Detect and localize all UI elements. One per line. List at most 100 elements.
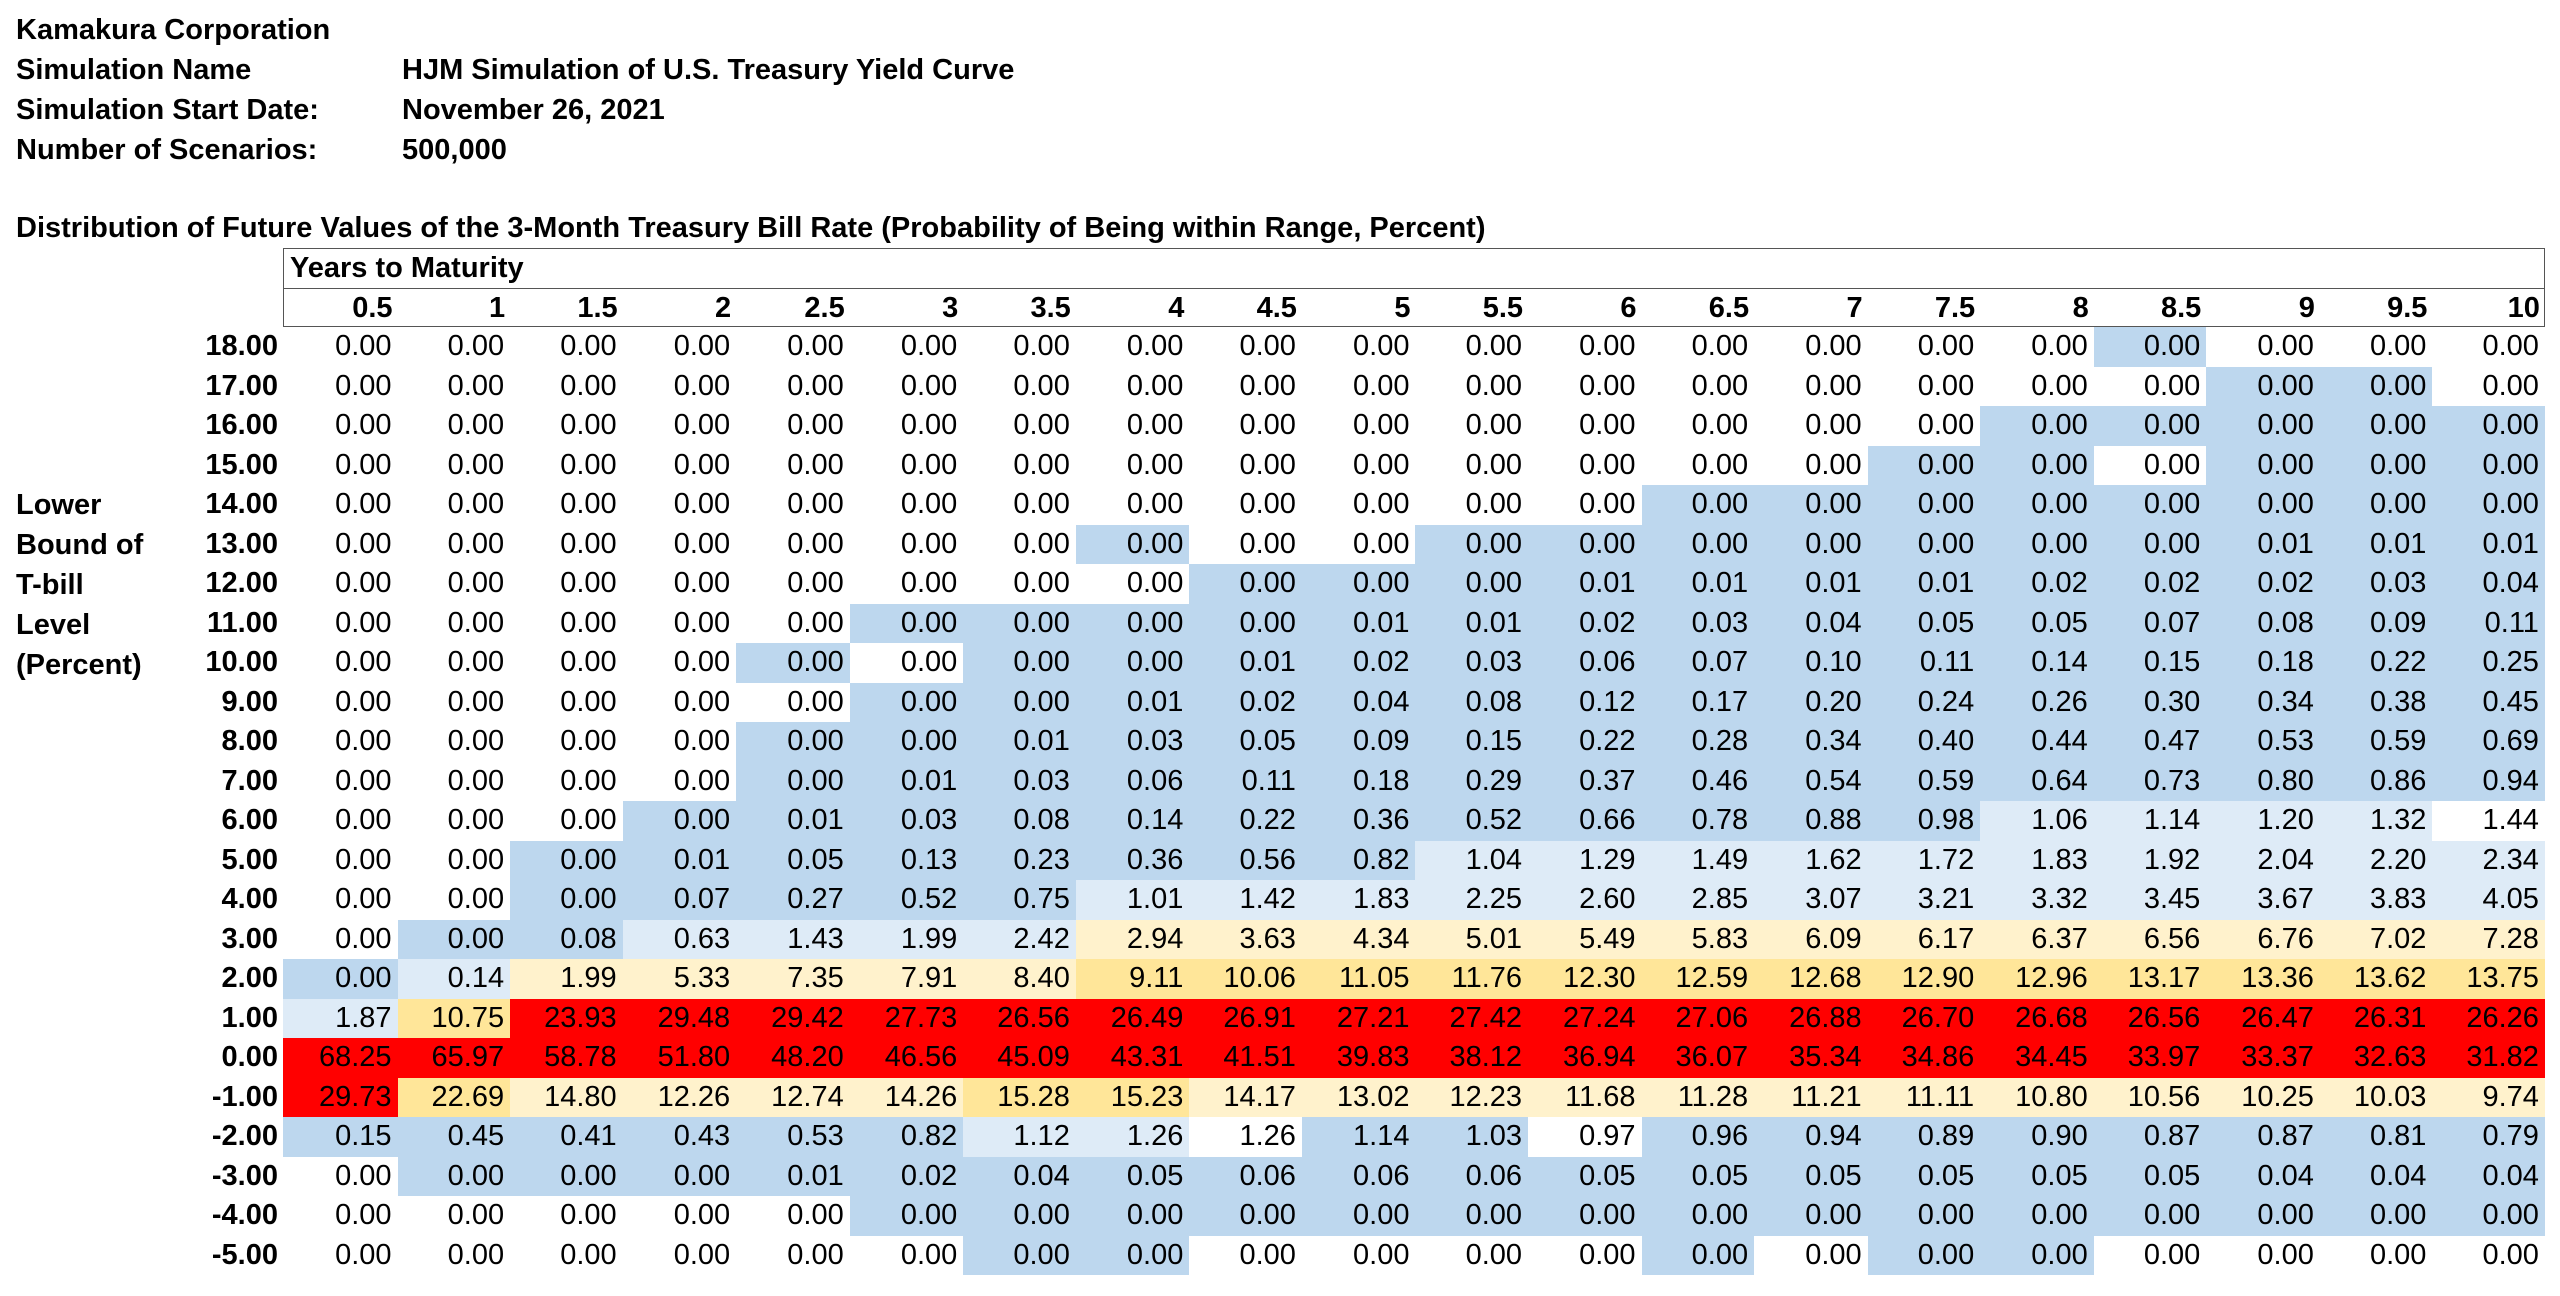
- table-cell[interactable]: 0.00: [849, 406, 964, 446]
- table-cell[interactable]: 0.00: [1641, 485, 1755, 525]
- table-cell[interactable]: 0.00: [1980, 366, 2094, 406]
- table-cell[interactable]: 0.00: [2093, 485, 2207, 525]
- table-cell[interactable]: 12.23: [1415, 1077, 1529, 1117]
- table-cell[interactable]: 0.97: [1528, 1117, 1642, 1157]
- table-cell[interactable]: 0.13: [849, 840, 964, 880]
- table-cell[interactable]: 0.00: [1189, 564, 1302, 604]
- table-cell[interactable]: 0.00: [1189, 603, 1302, 643]
- table-cell[interactable]: 0.00: [1867, 1235, 1981, 1275]
- table-cell[interactable]: 1.20: [2206, 801, 2320, 841]
- table-cell[interactable]: 0.04: [2432, 1156, 2545, 1196]
- table-cell[interactable]: 0.96: [1641, 1117, 1755, 1157]
- table-cell[interactable]: 0.00: [2432, 406, 2545, 446]
- table-cell[interactable]: 46.56: [849, 1038, 964, 1078]
- table-cell[interactable]: 0.00: [1075, 643, 1190, 683]
- table-cell[interactable]: 0.06: [1301, 1156, 1416, 1196]
- table-cell[interactable]: 0.00: [1528, 445, 1642, 485]
- table-cell[interactable]: 0.03: [2319, 564, 2433, 604]
- table-cell[interactable]: 0.37: [1528, 761, 1642, 801]
- table-cell[interactable]: 0.00: [736, 485, 850, 525]
- table-cell[interactable]: 0.03: [963, 761, 1076, 801]
- table-cell[interactable]: 0.00: [2319, 1235, 2433, 1275]
- table-cell[interactable]: 0.05: [1528, 1156, 1642, 1196]
- table-cell[interactable]: 0.00: [1301, 1196, 1416, 1236]
- table-cell[interactable]: 5.33: [622, 959, 737, 999]
- table-cell[interactable]: 10.56: [2093, 1077, 2207, 1117]
- table-cell[interactable]: 0.00: [397, 564, 511, 604]
- table-cell[interactable]: 0.82: [1301, 840, 1416, 880]
- table-cell[interactable]: 0.07: [2093, 603, 2207, 643]
- table-cell[interactable]: 0.27: [736, 880, 850, 920]
- table-cell[interactable]: 7.91: [849, 959, 964, 999]
- table-cell[interactable]: 0.24: [1867, 682, 1981, 722]
- table-cell[interactable]: 0.02: [1980, 564, 2094, 604]
- table-cell[interactable]: 0.15: [283, 1117, 398, 1157]
- table-cell[interactable]: 0.00: [622, 564, 737, 604]
- table-cell[interactable]: 0.23: [963, 840, 1076, 880]
- table-cell[interactable]: 1.62: [1754, 840, 1868, 880]
- table-cell[interactable]: 0.02: [2206, 564, 2320, 604]
- table-cell[interactable]: 23.93: [510, 998, 623, 1038]
- table-cell[interactable]: 0.00: [736, 722, 850, 762]
- table-cell[interactable]: 1.26: [1189, 1117, 1302, 1157]
- table-cell[interactable]: 0.00: [1754, 445, 1868, 485]
- table-cell[interactable]: 0.01: [2206, 524, 2320, 564]
- table-cell[interactable]: 0.00: [1980, 524, 2094, 564]
- table-cell[interactable]: 0.00: [283, 801, 398, 841]
- table-cell[interactable]: 13.17: [2093, 959, 2207, 999]
- table-cell[interactable]: 1.44: [2432, 801, 2545, 841]
- table-cell[interactable]: 0.00: [1754, 485, 1868, 525]
- table-cell[interactable]: 0.00: [963, 327, 1076, 367]
- table-cell[interactable]: 0.00: [1301, 366, 1416, 406]
- table-cell[interactable]: 0.00: [283, 445, 398, 485]
- table-cell[interactable]: 0.34: [1754, 722, 1868, 762]
- table-cell[interactable]: 1.04: [1415, 840, 1529, 880]
- table-cell[interactable]: 0.05: [1189, 722, 1302, 762]
- table-cell[interactable]: 0.00: [1415, 327, 1529, 367]
- table-cell[interactable]: 0.02: [1528, 603, 1642, 643]
- table-cell[interactable]: 0.00: [1415, 564, 1529, 604]
- table-cell[interactable]: 0.79: [2432, 1117, 2545, 1157]
- table-cell[interactable]: 0.00: [510, 406, 623, 446]
- table-cell[interactable]: 0.00: [397, 643, 511, 683]
- table-cell[interactable]: 1.42: [1189, 880, 1302, 920]
- table-cell[interactable]: 0.00: [1980, 1235, 2094, 1275]
- table-cell[interactable]: 0.00: [1754, 524, 1868, 564]
- table-cell[interactable]: 0.00: [397, 919, 511, 959]
- table-cell[interactable]: 26.68: [1980, 998, 2094, 1038]
- table-cell[interactable]: 1.32: [2319, 801, 2433, 841]
- table-cell[interactable]: 58.78: [510, 1038, 623, 1078]
- table-cell[interactable]: 0.00: [1301, 564, 1416, 604]
- table-cell[interactable]: 0.00: [283, 722, 398, 762]
- table-cell[interactable]: 0.00: [1189, 406, 1302, 446]
- table-cell[interactable]: 0.00: [283, 1156, 398, 1196]
- table-cell[interactable]: 0.00: [283, 564, 398, 604]
- table-cell[interactable]: 0.14: [397, 959, 511, 999]
- table-cell[interactable]: 0.00: [283, 919, 398, 959]
- table-cell[interactable]: 1.99: [849, 919, 964, 959]
- table-cell[interactable]: 14.26: [849, 1077, 964, 1117]
- table-cell[interactable]: 34.45: [1980, 1038, 2094, 1078]
- table-cell[interactable]: 0.00: [1415, 524, 1529, 564]
- table-cell[interactable]: 43.31: [1075, 1038, 1190, 1078]
- table-cell[interactable]: 0.00: [736, 643, 850, 683]
- table-cell[interactable]: 12.90: [1867, 959, 1981, 999]
- table-cell[interactable]: 0.00: [1980, 445, 2094, 485]
- table-cell[interactable]: 0.00: [1980, 406, 2094, 446]
- table-cell[interactable]: 0.00: [510, 801, 623, 841]
- table-cell[interactable]: 0.00: [283, 485, 398, 525]
- table-cell[interactable]: 0.00: [283, 959, 398, 999]
- table-cell[interactable]: 0.00: [1754, 406, 1868, 446]
- table-cell[interactable]: 0.02: [1301, 643, 1416, 683]
- table-cell[interactable]: 0.00: [736, 366, 850, 406]
- table-cell[interactable]: 0.00: [1075, 564, 1190, 604]
- table-cell[interactable]: 5.83: [1641, 919, 1755, 959]
- table-cell[interactable]: 11.11: [1867, 1077, 1981, 1117]
- table-cell[interactable]: 0.30: [2093, 682, 2207, 722]
- table-cell[interactable]: 2.20: [2319, 840, 2433, 880]
- table-cell[interactable]: 0.00: [397, 761, 511, 801]
- table-cell[interactable]: 31.82: [2432, 1038, 2545, 1078]
- table-cell[interactable]: 10.06: [1189, 959, 1302, 999]
- table-cell[interactable]: 0.01: [1754, 564, 1868, 604]
- table-cell[interactable]: 3.83: [2319, 880, 2433, 920]
